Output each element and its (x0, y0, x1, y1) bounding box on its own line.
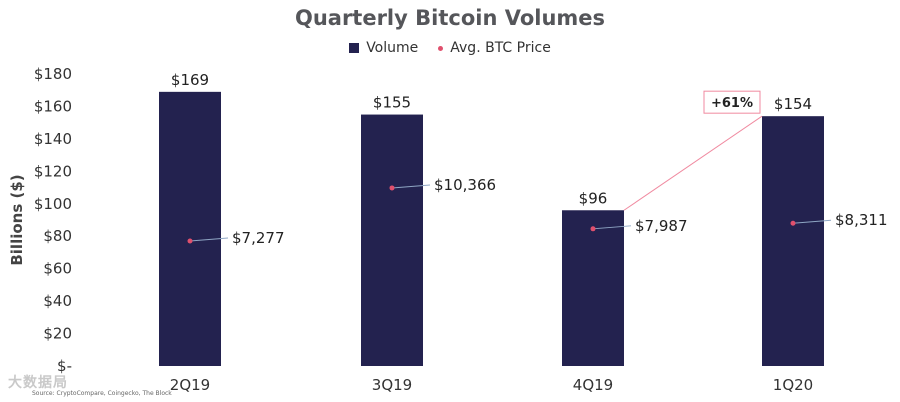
growth-callout-box (703, 90, 761, 114)
price-label: $8,311 (835, 211, 888, 229)
bar-volume-4Q19 (562, 210, 624, 366)
bar-volume-2Q19 (159, 91, 221, 366)
bar-value-label: $96 (579, 189, 608, 207)
price-leader-line (391, 184, 431, 189)
growth-connector-line (623, 115, 763, 211)
y-tick-label: $140 (34, 130, 72, 148)
watermark-logo: 大数据局 (8, 375, 68, 391)
legend-label-price: Avg. BTC Price (450, 40, 551, 56)
price-leader-line (592, 225, 632, 230)
price-point-2Q19 (187, 238, 193, 244)
y-tick-label: $80 (43, 227, 72, 245)
price-leader-line (189, 237, 229, 242)
y-tick-label: $180 (34, 65, 72, 83)
y-tick-label: $20 (43, 325, 72, 343)
x-tick-label: 3Q19 (372, 376, 412, 394)
bar-value-label: $155 (373, 94, 411, 112)
y-tick-label: $60 (43, 260, 72, 278)
price-point-3Q19 (389, 185, 395, 191)
price-label: $7,277 (232, 229, 285, 247)
legend-item-price: Avg. BTC Price (438, 40, 551, 56)
legend-label-volume: Volume (366, 40, 419, 56)
source-note: Source: CryptoCompare, Coingecko, The Bl… (32, 390, 172, 397)
bar-value-label: $169 (171, 71, 209, 89)
price-point-1Q20 (790, 220, 796, 226)
x-tick-label: 4Q19 (573, 376, 613, 394)
y-tick-label: $- (57, 357, 72, 375)
bar-value-label: $154 (774, 95, 812, 113)
y-axis-label: Billions ($) (8, 174, 26, 265)
legend-swatch-price (438, 45, 444, 51)
y-tick-label: $120 (34, 162, 72, 180)
growth-callout-label: +61% (711, 96, 753, 111)
x-tick-label: 2Q19 (170, 376, 210, 394)
price-point-4Q19 (590, 226, 596, 232)
legend: Volume Avg. BTC Price (0, 40, 900, 56)
chart-title: Quarterly Bitcoin Volumes (294, 6, 606, 30)
bar-volume-1Q20 (762, 116, 824, 366)
legend-item-volume: Volume (349, 40, 418, 56)
price-label: $10,366 (434, 176, 496, 194)
bar-volume-3Q19 (361, 114, 423, 366)
y-tick-label: $160 (34, 97, 72, 115)
price-leader-line (792, 219, 832, 224)
x-tick-label: 1Q20 (773, 376, 813, 394)
y-tick-label: $40 (43, 292, 72, 310)
legend-swatch-volume (349, 43, 360, 53)
y-tick-label: $100 (34, 195, 72, 213)
price-label: $7,987 (635, 217, 688, 235)
